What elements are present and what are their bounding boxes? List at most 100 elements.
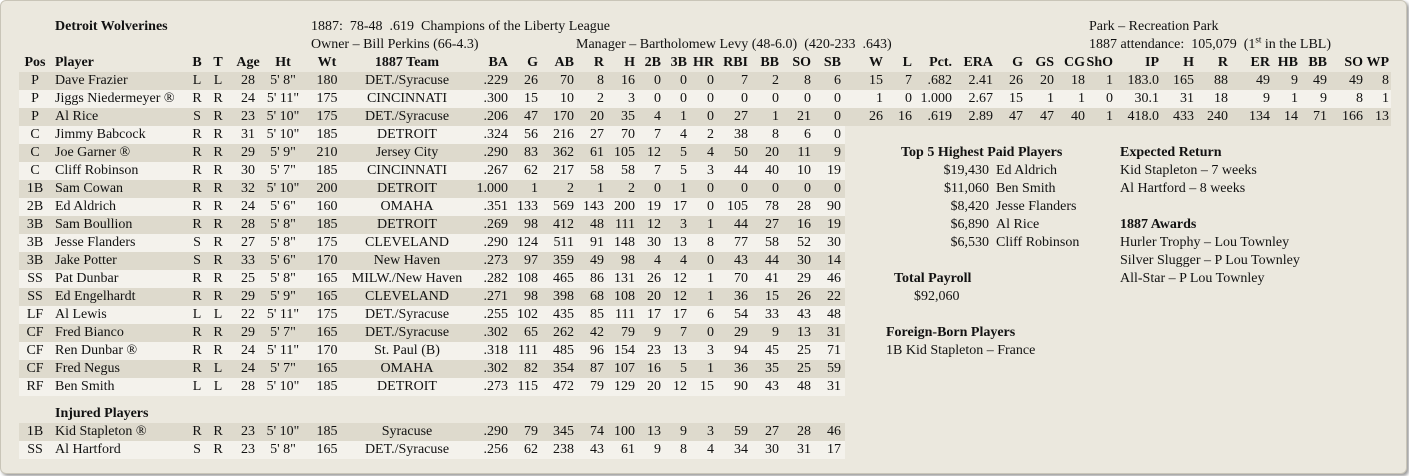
cell: 74 [590,424,604,439]
cell: 1B [26,424,44,439]
cell: 8 [680,442,687,457]
column-header: Wt [317,55,337,70]
cell: 0 [707,181,714,196]
cell: 210 [316,145,338,160]
cell: 24 [241,361,255,376]
cell: 20 [590,109,604,124]
column-header: CG [1064,55,1085,70]
cell: 14 [1284,109,1298,124]
cell: 0 [707,253,714,268]
cell: 0 [741,181,748,196]
player-name: Ben Smith [996,181,1056,196]
cell: 28 [241,379,255,394]
cell: 33 [241,253,255,268]
cell: 31 [241,127,255,142]
cell: 148 [614,235,635,250]
cell: 49 [590,253,604,268]
cell: 82 [524,361,538,376]
cell: 27 [765,217,779,232]
cell: 17 [827,442,841,457]
cell: 5' 8" [270,217,296,232]
cell: 8 [1382,73,1389,88]
column-header: WP [1366,55,1389,70]
cell: 4 [707,145,714,160]
cell: .206 [483,109,509,124]
payroll-value: $92,060 [914,289,960,304]
cell: 5' 10" [266,127,300,142]
panel-item: Kid Stapleton – 7 weeks [1120,163,1257,178]
cell: 1 [707,289,714,304]
cell: 0 [834,91,841,106]
cell: 154 [614,343,635,358]
row-stripe [19,90,1391,108]
cell: 165 [1173,73,1194,88]
cell: DET./Syracuse [364,109,450,124]
cell: 18 [1214,91,1228,106]
cell: 30.1 [1134,91,1160,106]
cell: R [213,145,223,160]
cell: 5' 10" [266,424,300,439]
cell: 17 [673,307,687,322]
cell: 111 [615,307,635,322]
cell: L [192,73,202,88]
cell: .290 [483,145,509,160]
cell: 1 [680,181,687,196]
cell: 16 [647,361,661,376]
cell: CF [26,361,44,376]
column-header: GS [1035,55,1054,70]
cell: OMAHA [380,361,434,376]
row-stripe [19,126,845,144]
cell: 12 [647,217,661,232]
cell: 32 [241,181,255,196]
cell: .282 [483,271,509,286]
cell: .300 [483,91,509,106]
cell: 98 [621,253,635,268]
cell: 9 [1320,91,1327,106]
cell: 8 [597,73,604,88]
cell: 5 [680,163,687,178]
row-stripe [19,378,845,396]
player-name: Fred Bianco [55,325,124,340]
row-stripe [19,441,845,459]
cell: 170 [316,253,338,268]
owner: Owner – Bill Perkins (66-4.3) [311,37,479,52]
column-header: Pct. [929,55,952,70]
cell: SS [27,442,43,457]
cell: 0 [680,73,687,88]
cell: 26 [1009,73,1023,88]
cell: 485 [553,343,574,358]
column-header: SO [1344,55,1363,70]
row-stripe [19,306,845,324]
player-name: Kid Stapleton ® [55,424,147,439]
cell: CF [26,325,44,340]
cell: 15 [524,91,538,106]
cell: 61 [590,145,604,160]
cell: R [192,424,202,439]
season-summary: 1887: 78-48 .619 Champions of the Libert… [311,19,610,34]
cell: 13 [1375,109,1389,124]
cell: 216 [553,127,574,142]
cell: 1 [1382,91,1389,106]
cell: 40 [765,163,779,178]
column-header: G [527,55,538,70]
column-header: R [593,55,604,70]
cell: 70 [734,271,748,286]
cell: 5' 8" [270,271,296,286]
cell: 362 [553,145,574,160]
panel-item: Hurler Trophy – Lou Townley [1120,235,1290,250]
cell: 27 [765,424,779,439]
cell: 160 [316,199,338,214]
row-stripe [19,72,1391,90]
cell: 131 [614,271,635,286]
cell: 26 [797,289,811,304]
cell: 435 [553,307,574,322]
player-name: Jesse Flanders [996,199,1077,214]
cell: C [30,127,40,142]
column-header: Player [55,55,94,70]
salary: $8,420 [950,199,990,214]
cell: 5' 6" [270,253,296,268]
cell: .255 [483,307,509,322]
cell: 30 [647,235,661,250]
cell: 23 [241,424,255,439]
